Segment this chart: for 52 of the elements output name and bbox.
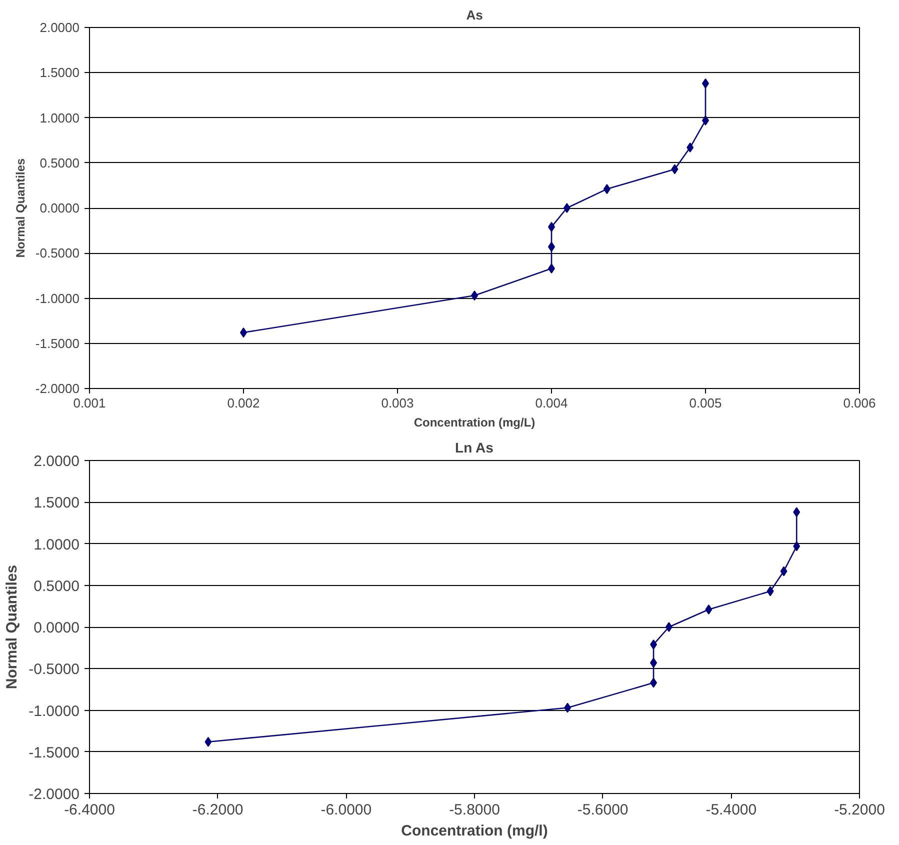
point xyxy=(650,678,658,688)
x-tick-label: -6.0000 xyxy=(320,802,372,818)
y-tick-label: 1.5000 xyxy=(34,494,80,512)
x-tick-label: -6.2000 xyxy=(192,802,244,818)
point xyxy=(671,164,678,174)
point xyxy=(793,541,800,552)
y-tick-label: 1.0000 xyxy=(34,536,80,554)
point xyxy=(650,658,658,668)
y-tick-label: 0.5000 xyxy=(40,155,80,170)
y-tick-label: -2.0000 xyxy=(28,786,80,803)
y-tick-label: 1.5000 xyxy=(40,65,80,80)
x-axis-title: Concentration (mg/L) xyxy=(414,416,536,430)
x-tick-label: -5.2000 xyxy=(834,802,885,818)
y-tick-label: -0.5000 xyxy=(35,246,80,261)
chart-title: Ln As xyxy=(455,440,494,456)
x-tick-label: 0.001 xyxy=(73,396,106,410)
x-tick-label: 0.005 xyxy=(689,396,722,410)
x-tick-label: -5.4000 xyxy=(706,802,757,818)
x-tick-label: 0.004 xyxy=(535,396,568,410)
point xyxy=(686,142,694,153)
y-tick-label: -2.0000 xyxy=(35,381,80,396)
y-tick-label: 0.5000 xyxy=(34,578,80,595)
point xyxy=(705,604,712,615)
point xyxy=(564,702,572,713)
y-axis-title: Normal Quantiles xyxy=(13,158,28,258)
point xyxy=(650,639,658,650)
x-tick-label: -6.4000 xyxy=(64,802,115,818)
y-tick-label: 1.0000 xyxy=(40,110,80,126)
point xyxy=(563,203,570,213)
y-tick-label: 2.0000 xyxy=(40,20,80,35)
x-tick-label: 0.003 xyxy=(381,396,414,410)
x-tick-label: -5.8000 xyxy=(449,802,500,818)
point xyxy=(204,736,212,747)
point xyxy=(603,184,610,194)
x-tick-label: -5.6000 xyxy=(577,802,628,818)
y-tick-label: -1.0000 xyxy=(35,290,80,306)
point xyxy=(793,507,800,518)
point xyxy=(780,566,788,576)
y-tick-label: 0.0000 xyxy=(34,620,80,636)
y-axis-title: Normal Quantiles xyxy=(4,564,21,690)
point xyxy=(766,586,774,596)
chart-title: As xyxy=(466,8,483,22)
y-tick-label: -1.5000 xyxy=(35,336,80,351)
y-tick-label: -1.5000 xyxy=(28,744,80,762)
x-tick-label: 0.002 xyxy=(227,396,260,410)
x-axis-title: Concentration (mg/l) xyxy=(401,822,548,840)
point xyxy=(665,622,672,632)
y-tick-label: -0.5000 xyxy=(28,661,80,678)
y-tick-label: 0.0000 xyxy=(40,200,80,216)
x-tick-label: 0.006 xyxy=(843,396,876,410)
y-tick-label: -1.0000 xyxy=(28,702,80,720)
y-tick-label: 2.0000 xyxy=(34,453,80,470)
